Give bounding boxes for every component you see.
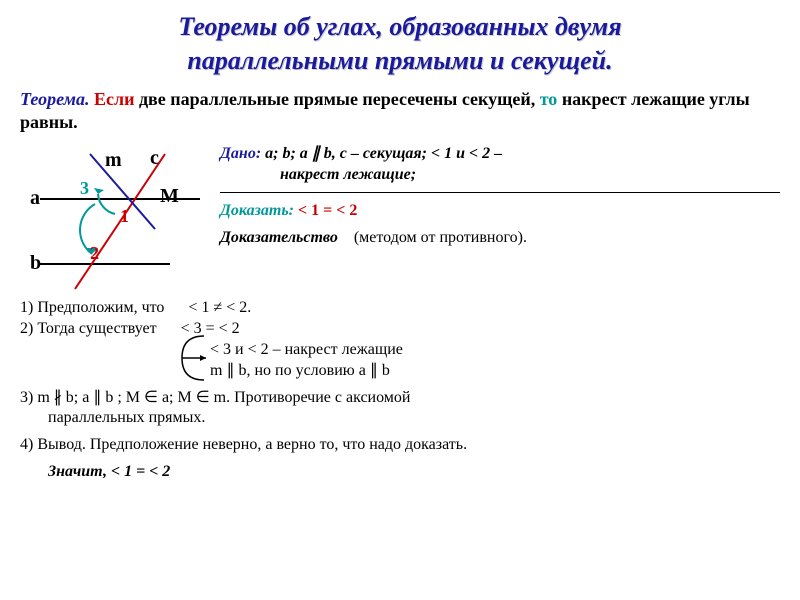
diagram-given-row: a b c m M 1 2 3 Дано: a; b; a ∥ b, c – с… — [20, 144, 780, 294]
brace-arrow-icon — [174, 334, 214, 384]
s3a: 3) m — [20, 389, 50, 406]
s1-expr: < 1 ≠ < 2. — [188, 299, 251, 316]
step-4: 4) Вывод. Предположение неверно, а верно… — [20, 435, 780, 456]
step-4b: Значит, < 1 = < 2 — [48, 462, 780, 483]
if-word: Если — [94, 89, 134, 109]
element-icon-2: ∈ — [196, 389, 214, 406]
angle-3: 3 — [80, 178, 89, 198]
label-M: M — [160, 185, 179, 207]
parallel-icon-1: ∥ — [312, 145, 324, 162]
geometry-diagram: a b c m M 1 2 3 — [20, 144, 220, 294]
title-line2: параллельными прямыми и секущей. — [187, 46, 612, 75]
prove-text: < 1 = < 2 — [298, 202, 357, 219]
step-3: 3) m ∦ b; a ∥ b ; M ∈ a; M ∈ m. Противор… — [20, 388, 780, 430]
s3e: m. Противоречие с аксиомой — [214, 389, 411, 406]
step-1: 1) Предположим, что < 1 ≠ < 2. — [20, 298, 780, 319]
theorem-label: Теорема. — [20, 89, 89, 109]
s2c: m ∥ b, но по условию a ∥ b — [210, 361, 780, 382]
proof-label: Доказательство — [220, 229, 338, 246]
label-c: c — [150, 147, 159, 169]
separator-line — [220, 192, 780, 193]
label-a: a — [30, 187, 40, 209]
parallel-icon-3: ∥ — [370, 362, 382, 379]
main-title: Теоремы об углах, образованных двумя пар… — [20, 10, 780, 78]
title-line1: Теоремы об углах, образованных двумя — [178, 12, 621, 41]
element-icon-1: ∈ — [144, 389, 162, 406]
s1-label: 1) Предположим, что — [20, 299, 164, 316]
to-word: то — [540, 89, 558, 109]
theorem-statement: Теорема. Если две параллельные прямые пе… — [20, 88, 780, 135]
label-b: b — [30, 252, 41, 274]
step-2b-block: < 3 и < 2 – накрест лежащие m ∥ b, но по… — [210, 340, 780, 382]
label-m: m — [105, 149, 122, 171]
nparallel-icon-1: ∦ — [54, 389, 66, 406]
s3b: b; a — [66, 389, 90, 406]
proof-body: 1) Предположим, что < 1 ≠ < 2. 2) Тогда … — [20, 298, 780, 482]
angle-2: 2 — [90, 243, 99, 263]
theorem-cond: две параллельные прямые пересечены секущ… — [139, 89, 535, 109]
parallel-icon-4: ∥ — [93, 389, 105, 406]
dano-line: Дано: a; b; a ∥ b, c – секущая; < 1 и < … — [220, 144, 780, 165]
dano-label: Дано: — [220, 145, 261, 162]
proof-method: (методом от противного). — [354, 229, 527, 246]
s2c-post: b — [382, 362, 390, 379]
s2b: < 3 и < 2 – накрест лежащие — [210, 340, 780, 361]
prove-label: Доказать: — [220, 202, 294, 219]
given-block: Дано: a; b; a ∥ b, c – секущая; < 1 и < … — [220, 144, 780, 248]
s2-label: 2) Тогда существует — [20, 320, 157, 337]
prove-line: Доказать: < 1 = < 2 — [220, 201, 780, 222]
parallel-icon-2: ∥ — [226, 362, 238, 379]
angle-1: 1 — [120, 206, 129, 226]
s2c-mid: b, но по условию a — [238, 362, 365, 379]
dano-text1: a; b; a — [265, 145, 308, 162]
s3c: b ; M — [105, 389, 140, 406]
diagram-svg: a b c m M 1 2 3 — [20, 144, 220, 294]
dano-text3: накрест лежащие; — [280, 165, 780, 186]
proof-heading: Доказательство (методом от противного). — [220, 228, 780, 249]
step-2: 2) Тогда существует < 3 = < 2 — [20, 319, 780, 340]
s3d: a; M — [162, 389, 192, 406]
dano-text2: b, c – секущая; < 1 и < 2 – — [324, 145, 502, 162]
s3f: параллельных прямых. — [48, 408, 780, 429]
